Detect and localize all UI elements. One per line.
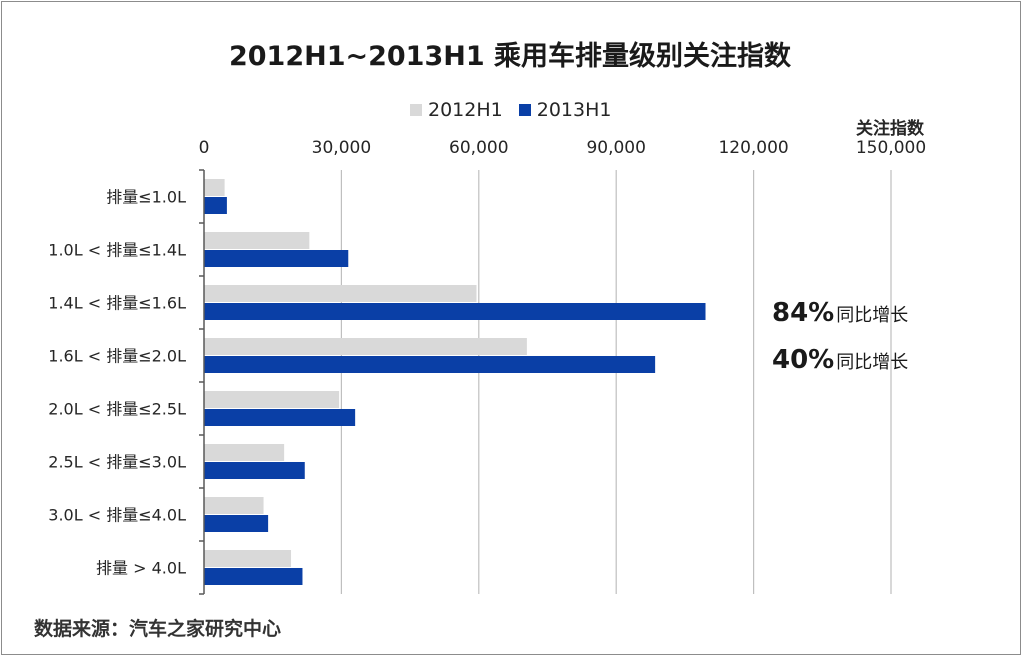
bar-2013h1 [204, 515, 269, 532]
category-label: 1.4L < 排量≤1.6L [48, 294, 186, 313]
annotation-growth-1-text: 同比增长 [836, 305, 909, 326]
bar-2013h1 [204, 356, 656, 373]
source-note: 数据来源：汽车之家研究中心 [34, 618, 282, 640]
bar-2012h1 [204, 232, 310, 249]
legend-item-2012h1: 2012H1 [410, 99, 503, 121]
x-tick-label: 60,000 [449, 138, 508, 158]
category-label: 1.0L < 排量≤1.4L [48, 241, 186, 260]
legend-label-2013h1: 2013H1 [536, 99, 612, 121]
legend-swatch-2012h1 [410, 104, 422, 116]
legend-swatch-2013h1 [518, 104, 531, 116]
annotation-growth-1: 84% 同比增长 [772, 298, 908, 328]
legend-label-2012h1: 2012H1 [428, 99, 503, 121]
annotation-growth-2-text: 同比增长 [836, 352, 909, 373]
legend-item-2013h1: 2013H1 [518, 99, 612, 121]
category-label: 排量 > 4.0L [96, 559, 186, 578]
category-label: 排量≤1.0L [106, 188, 186, 207]
bar-2013h1 [204, 303, 706, 320]
bar-2013h1 [204, 462, 305, 479]
axis-unit-label: 关注指数 [856, 119, 924, 139]
bar-2012h1 [204, 444, 285, 461]
bar-2013h1 [204, 568, 303, 585]
bar-2012h1 [204, 285, 477, 302]
bar-2013h1 [204, 250, 349, 267]
bar-2012h1 [204, 497, 264, 514]
category-label: 2.5L < 排量≤3.0L [48, 453, 186, 472]
x-tick-label: 0 [199, 138, 210, 158]
x-tick-label: 120,000 [718, 138, 788, 158]
bar-2012h1 [204, 391, 340, 408]
x-tick-label: 90,000 [586, 138, 645, 158]
annotation-growth-2-pct: 40% [772, 345, 835, 375]
bar-2012h1 [204, 179, 225, 196]
category-label: 3.0L < 排量≤4.0L [48, 506, 186, 525]
bar-2013h1 [204, 197, 227, 214]
bar-2012h1 [204, 338, 527, 355]
annotation-growth-1-pct: 84% [772, 298, 835, 328]
chart-legend: 2012H1 2013H1 [410, 98, 627, 122]
category-label: 1.6L < 排量≤2.0L [48, 347, 186, 366]
x-tick-label: 150,000 [856, 138, 926, 158]
bar-2013h1 [204, 409, 356, 426]
chart-title: 2012H1~2013H1 乘用车排量级别关注指数 [228, 41, 792, 72]
x-tick-label: 30,000 [312, 138, 371, 158]
annotation-growth-2: 40% 同比增长 [772, 345, 908, 375]
category-label: 2.0L < 排量≤2.5L [48, 400, 186, 419]
bar-2012h1 [204, 550, 292, 567]
